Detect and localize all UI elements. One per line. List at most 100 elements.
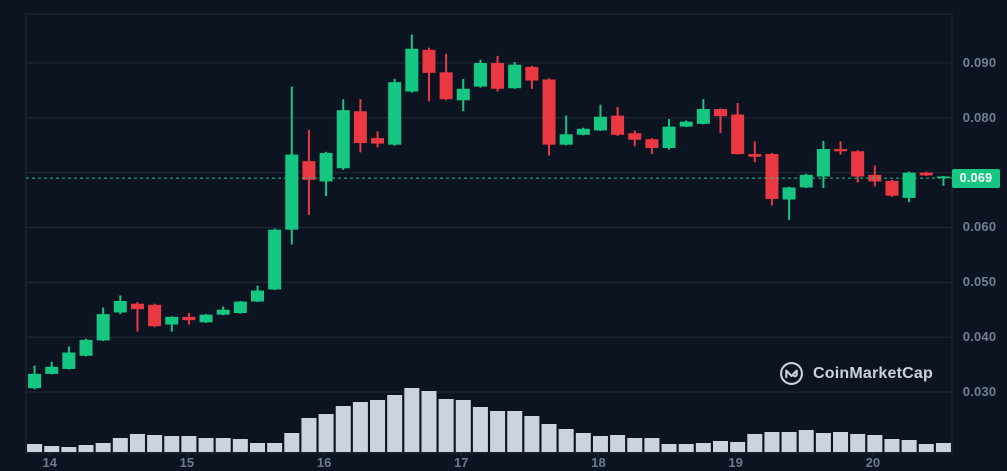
y-axis-label: 0.060 [962, 219, 997, 235]
candle-body [473, 63, 487, 87]
x-axis-label: 17 [454, 455, 469, 470]
coinmarketcap-logo-icon [779, 361, 804, 386]
volume-bar [713, 441, 728, 452]
candle-body [799, 174, 813, 188]
candle-body [336, 110, 350, 169]
volume-bar [44, 446, 60, 452]
volume-bar [833, 432, 849, 452]
volume-bar [867, 435, 883, 452]
candle-body [902, 172, 916, 198]
candle-body [782, 187, 796, 200]
watermark-label: CoinMarketCap [813, 365, 933, 382]
volume-bar [438, 399, 454, 452]
watermark: CoinMarketCap [779, 360, 933, 387]
current-price-badge: 0.069 [952, 168, 1000, 188]
volume-bar [198, 438, 214, 452]
candle-body [508, 64, 522, 89]
candle-body [885, 180, 899, 196]
volume-bar [850, 434, 866, 452]
volume-bar [129, 434, 145, 452]
volume-bar [678, 444, 694, 452]
candle-body [62, 352, 76, 369]
candle-body [251, 290, 264, 302]
volume-bar [884, 439, 900, 452]
volume-bar [95, 443, 111, 452]
candle-body [851, 151, 865, 177]
volume-bar [661, 444, 677, 452]
volume-bar [301, 418, 317, 452]
volume-bar [935, 443, 951, 452]
volume-bar [524, 416, 540, 452]
candle-body [576, 128, 590, 135]
candle-body [422, 49, 436, 73]
candle-body [559, 134, 573, 145]
volume-bar [747, 434, 763, 452]
volume-bar [610, 435, 626, 452]
candle-body [714, 109, 727, 117]
plot-border [25, 13, 953, 454]
volume-bar [798, 430, 814, 452]
candle-body [525, 66, 539, 81]
candle-body [679, 121, 693, 127]
volume-bar [918, 444, 934, 452]
candle-body [216, 309, 230, 315]
candle-body [662, 126, 676, 148]
candle-body [645, 139, 659, 148]
volume-bar [352, 402, 368, 452]
candle-body [28, 373, 42, 389]
candle-body [79, 339, 93, 356]
volume-bar [404, 388, 420, 452]
candle-body [148, 304, 162, 327]
candle-body [439, 72, 453, 100]
volume-bar [164, 436, 180, 452]
volume-bar [575, 433, 591, 452]
x-axis-label: 14 [42, 455, 57, 470]
candle-body [765, 154, 779, 199]
volume-bar [335, 406, 351, 452]
volume-bar [627, 438, 643, 452]
volume-bar [455, 400, 471, 452]
candle-body [182, 316, 196, 321]
candle-body [748, 154, 762, 157]
volume-bar [215, 438, 231, 452]
volume-bar [472, 407, 488, 452]
y-axis-label: 0.040 [962, 329, 997, 345]
candle-body [113, 300, 127, 313]
candle-body [388, 82, 402, 145]
candle-body [405, 48, 419, 92]
candle-body [96, 314, 110, 341]
candle-body [371, 138, 385, 144]
candle-body [731, 114, 745, 155]
volume-bar [147, 435, 163, 452]
y-axis-label: 0.090 [962, 55, 997, 70]
volume-bar [318, 414, 334, 452]
candle-body [353, 111, 367, 144]
volume-bar [267, 443, 283, 452]
x-axis-label: 19 [728, 455, 743, 470]
volume-bar [901, 440, 917, 452]
candle-body [199, 314, 213, 323]
candle-body [233, 301, 247, 314]
candle-body [542, 79, 556, 145]
volume-bar [112, 438, 128, 452]
volume-bar [250, 443, 265, 452]
candle-body [130, 303, 144, 310]
volume-bar [764, 432, 780, 452]
volume-bar [284, 433, 300, 452]
volume-bar [695, 443, 711, 452]
x-axis-label: 15 [179, 455, 195, 470]
volume-bar [644, 438, 660, 452]
y-axis-label: 0.050 [962, 274, 997, 290]
candle-body [165, 316, 179, 325]
volume-bar [558, 429, 574, 452]
candle-body [611, 115, 625, 135]
volume-bar [78, 445, 94, 452]
y-axis-label: 0.030 [962, 383, 997, 399]
candle-body [45, 366, 59, 374]
y-axis-label: 0.080 [962, 109, 997, 125]
candle-body [491, 63, 505, 89]
volume-bar [421, 391, 437, 452]
volume-bar [61, 447, 77, 452]
